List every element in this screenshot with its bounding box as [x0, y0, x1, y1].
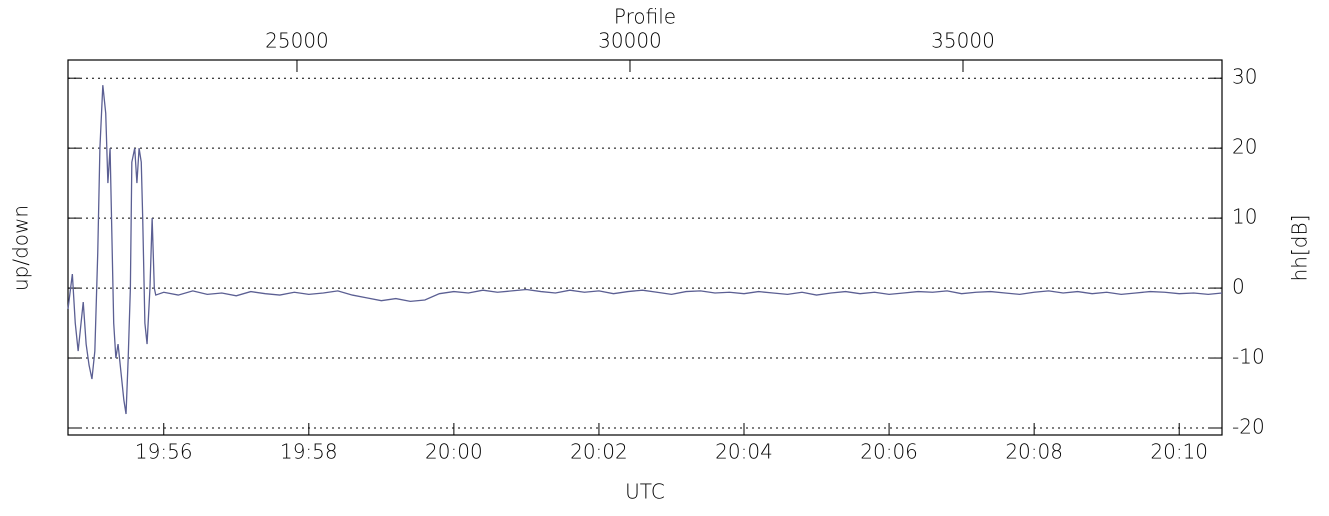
y2-tick-label: 10: [1232, 205, 1257, 229]
x-tick-label: 20:06: [860, 440, 918, 464]
y-axis-label: up/down: [9, 205, 33, 291]
y2-tick-label: 0: [1232, 275, 1245, 299]
y2-tick-label: 20: [1232, 135, 1257, 159]
x-tick-label: 20:00: [425, 440, 483, 464]
plot-frame: [67, 59, 1223, 436]
y2-axis-label: hh[dB]: [1288, 215, 1312, 282]
x-tick-label: 19:56: [135, 440, 193, 464]
x-tick-label: 20:08: [1005, 440, 1063, 464]
x-tick-label: 19:58: [280, 440, 338, 464]
y2-tick-label: 30: [1232, 65, 1257, 89]
x2-tick-label: 30000: [598, 29, 662, 53]
x-axis-label: UTC: [625, 480, 665, 504]
x-tick-label: 20:02: [570, 440, 628, 464]
y2-tick-label: -10: [1232, 345, 1265, 369]
y2-tick-label: -20: [1232, 415, 1265, 439]
x2-tick-label: 25000: [265, 29, 329, 53]
x2-axis-label: Profile: [614, 5, 676, 29]
x2-tick-label: 35000: [931, 29, 995, 53]
data-line: [67, 85, 1223, 415]
x-tick-label: 20:04: [715, 440, 773, 464]
x-tick-label: 20:10: [1150, 440, 1208, 464]
